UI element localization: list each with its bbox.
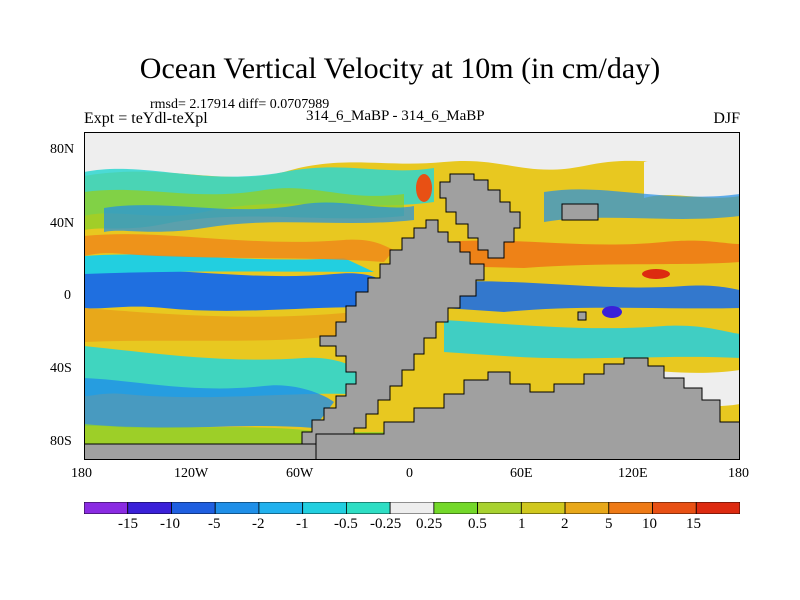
land-eastern-continent <box>439 173 521 259</box>
ocean-field-equatorial-cyan <box>84 254 374 274</box>
ocean-field-equatorial-blue <box>84 269 394 311</box>
lat-tick-40s: 40S <box>50 361 72 376</box>
ocean-field-east-blue <box>444 281 740 312</box>
colorbar-swatch <box>258 502 304 514</box>
land-polar-strip <box>84 443 317 460</box>
lon-tick-180w: 180 <box>71 466 92 481</box>
colorbar-label: -1 <box>296 516 309 532</box>
colorbar-label: -5 <box>208 516 221 532</box>
ocean-field-spot-purple <box>602 306 622 318</box>
land-southern-continent <box>315 357 740 460</box>
colorbar-swatch <box>477 502 522 514</box>
map-frame <box>84 132 740 460</box>
colorbar-label: -0.25 <box>370 516 402 532</box>
colorbar-label: 0.25 <box>416 516 443 532</box>
colorbar-swatch <box>302 502 347 514</box>
colorbar-label: -2 <box>252 516 265 532</box>
colorbar-swatch <box>214 502 260 514</box>
ocean-field-northeast-white <box>644 159 740 198</box>
colorbar-swatch <box>564 502 610 514</box>
chart-title: Ocean Vertical Velocity at 10m (in cm/da… <box>139 52 661 85</box>
experiment-subtitle: Expt = teYdl-teXpl <box>84 110 208 127</box>
colorbar-swatch <box>171 502 216 514</box>
lat-tick-40n: 40N <box>50 216 75 231</box>
land-northeast-island <box>561 203 599 221</box>
lon-tick-60e: 60E <box>510 466 533 481</box>
colorbar-swatch <box>127 502 172 514</box>
colorbar-label: 15 <box>686 516 701 532</box>
ocean-field-spot-darkorange <box>416 174 432 202</box>
colorbar-swatch <box>608 502 653 514</box>
colorbar-swatch <box>520 502 566 514</box>
colorbar-label: -10 <box>160 516 180 532</box>
colorbar-swatch <box>345 502 391 514</box>
ocean-velocity-map <box>84 132 740 460</box>
colorbar-label: 10 <box>642 516 657 532</box>
ocean-field-south-orange <box>84 308 364 342</box>
lon-tick-120e: 120E <box>618 466 648 481</box>
lat-tick-80s: 80S <box>50 434 72 449</box>
lat-tick-80n: 80N <box>50 142 75 157</box>
ocean-field-south-blue <box>84 378 334 428</box>
ocean-field-spot-red <box>642 269 670 279</box>
colorbar-label: 0.5 <box>468 516 487 532</box>
colorbar-swatch <box>433 502 478 514</box>
ocean-field-north-white <box>84 132 740 177</box>
colorbar <box>84 502 740 514</box>
lat-tick-0: 0 <box>64 288 71 303</box>
lon-tick-0: 0 <box>406 466 413 481</box>
colorbar-swatch <box>84 502 129 514</box>
colorbar-label: -15 <box>118 516 138 532</box>
ocean-field-east-cyan <box>444 320 740 359</box>
colorbar-label: 1 <box>518 516 526 532</box>
colorbar-swatch <box>652 502 697 514</box>
colorbar-label: -0.5 <box>334 516 358 532</box>
ocean-field-east-orange <box>444 240 740 268</box>
colorbar-swatch <box>695 502 740 514</box>
lon-tick-120w: 120W <box>174 466 209 481</box>
lon-tick-60w: 60W <box>286 466 314 481</box>
ocean-field-tropical-orange <box>84 234 394 262</box>
colorbar-label: 5 <box>605 516 613 532</box>
case-subtitle: 314_6_MaBP - 314_6_MaBP <box>306 108 485 124</box>
colorbar-swatch <box>389 502 435 514</box>
lon-tick-180e: 180 <box>728 466 749 481</box>
stats-subtitle: rmsd= 2.17914 diff= 0.0707989 <box>150 97 330 112</box>
land-small-island <box>577 311 587 321</box>
season-subtitle: DJF <box>713 110 740 127</box>
colorbar-label: 2 <box>561 516 569 532</box>
land-western-supercontinent <box>301 219 485 445</box>
ocean-field-south-cyan <box>84 346 364 398</box>
ocean-field-north-blue <box>104 202 414 232</box>
